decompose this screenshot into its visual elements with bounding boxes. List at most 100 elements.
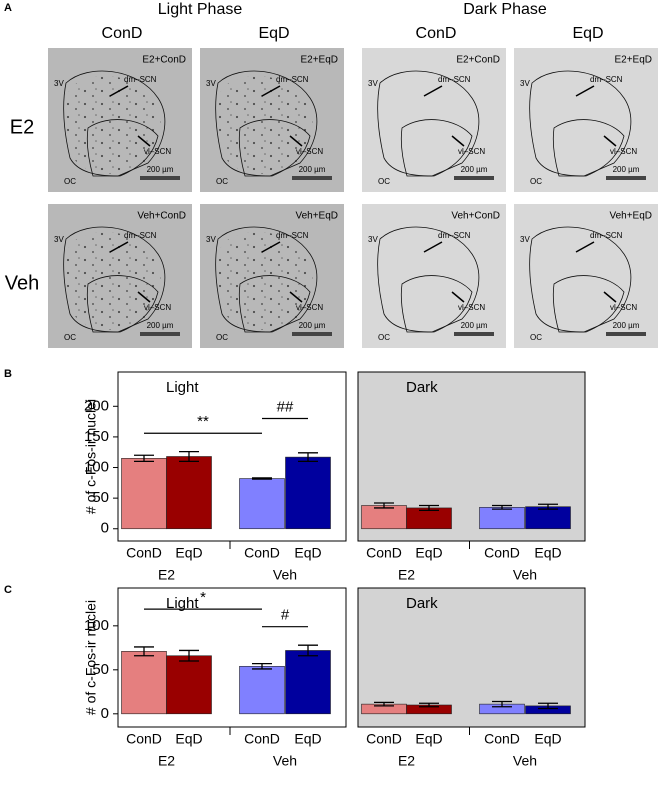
y-axis-label: # of c-Fos-ir nuclei — [83, 600, 99, 715]
error-bar — [298, 644, 318, 657]
row-label: Veh — [5, 272, 39, 294]
column-label: EqD — [572, 25, 603, 42]
scale-bar — [606, 332, 646, 336]
y-tick-label: 0 — [101, 520, 109, 537]
micrograph: E2+ConD 3V dm–SCN vl–SCN OC 200 µm — [362, 48, 506, 192]
error-bar — [538, 702, 558, 710]
dm-scn-label: dm–SCN — [124, 75, 157, 84]
bar — [479, 507, 525, 530]
bar — [406, 507, 452, 530]
x-tick-label: EqD — [294, 545, 321, 561]
image-title: Veh+ConD — [137, 211, 186, 222]
bar — [166, 655, 212, 715]
chiasm-label: OC — [216, 333, 228, 342]
bar — [239, 665, 285, 715]
cell-nuclei — [66, 76, 161, 174]
chiasm-label: OC — [216, 177, 228, 186]
chiasm-label: OC — [530, 177, 542, 186]
x-tick-label: EqD — [294, 731, 321, 747]
ventricle-label: 3V — [206, 79, 216, 88]
vl-scn-label: vl–SCN — [296, 303, 323, 312]
chiasm-label: OC — [64, 177, 76, 186]
dm-arrow — [575, 85, 595, 97]
group-label: E2 — [158, 567, 175, 583]
panel-label: A — [4, 2, 12, 14]
facet-title: Dark — [406, 379, 438, 396]
vl-scn-label: vl–SCN — [144, 147, 171, 156]
vl-arrow — [289, 135, 303, 147]
micrograph: E2+ConD 3V dm–SCN vl–SCN OC 200 µm — [48, 48, 192, 192]
error-bar — [134, 646, 154, 657]
y-tick-label: 100 — [84, 458, 109, 475]
panel-label: C — [4, 584, 12, 596]
error-bar — [179, 649, 199, 662]
scale-label: 200 µm — [461, 165, 488, 174]
x-tick-label: ConD — [484, 731, 520, 747]
significance-label: ## — [277, 399, 294, 416]
bar — [166, 456, 212, 530]
micrograph: Veh+ConD 3V dm–SCN vl–SCN OC 200 µm — [362, 204, 506, 348]
significance-label: # — [281, 607, 290, 624]
facet-title: Light — [166, 595, 199, 612]
chiasm-label: OC — [530, 333, 542, 342]
group-label: Veh — [273, 753, 297, 769]
scale-bar — [454, 176, 494, 180]
scale-bar — [140, 176, 180, 180]
micrograph: Veh+EqD 3V dm–SCN vl–SCN OC 200 µm — [514, 204, 658, 348]
scale-label: 200 µm — [299, 321, 326, 330]
error-bar — [298, 452, 318, 463]
vl-scn-label: vl–SCN — [610, 147, 637, 156]
error-bar — [538, 503, 558, 510]
micrograph: E2+EqD 3V dm–SCN vl–SCN OC 200 µm — [200, 48, 344, 192]
vl-arrow — [137, 135, 151, 147]
ventricle-label: 3V — [54, 235, 64, 244]
x-tick-label: EqD — [534, 731, 561, 747]
dm-scn-label: dm–SCN — [590, 75, 623, 84]
vl-scn-label: vl–SCN — [296, 147, 323, 156]
y-tick-label: 50 — [92, 489, 109, 506]
scale-label: 200 µm — [613, 321, 640, 330]
vl-scn-outline — [400, 119, 473, 177]
chiasm-label: OC — [378, 333, 390, 342]
cell-nuclei — [218, 76, 313, 174]
micrograph: E2+EqD 3V dm–SCN vl–SCN OC 200 µm — [514, 48, 658, 192]
x-tick-label: ConD — [244, 545, 280, 561]
vl-scn-outline — [552, 119, 625, 177]
scn-outline — [63, 70, 166, 177]
bar — [285, 456, 331, 530]
error-bar — [419, 702, 439, 708]
image-title: E2+EqD — [300, 55, 338, 66]
scale-label: 200 µm — [147, 321, 174, 330]
x-tick-label: EqD — [534, 545, 561, 561]
x-tick-label: ConD — [126, 731, 162, 747]
micrograph: Veh+EqD 3V dm–SCN vl–SCN OC 200 µm — [200, 204, 344, 348]
ventricle-label: 3V — [368, 235, 378, 244]
cell-nuclei — [218, 232, 313, 330]
vl-arrow — [603, 291, 617, 303]
scale-label: 200 µm — [299, 165, 326, 174]
error-bar — [419, 504, 439, 512]
image-title: Veh+ConD — [451, 211, 500, 222]
scn-outline — [529, 226, 632, 333]
y-axis-label: # of c-Fos-ir nuclei — [83, 399, 99, 514]
dm-arrow — [575, 241, 595, 253]
bar — [361, 505, 407, 530]
x-tick-label: ConD — [366, 545, 402, 561]
vl-arrow — [137, 291, 151, 303]
dm-scn-label: dm–SCN — [438, 231, 471, 240]
dm-arrow — [109, 241, 129, 253]
image-title: Veh+EqD — [609, 211, 652, 222]
ventricle-label: 3V — [54, 79, 64, 88]
group-label: E2 — [398, 567, 415, 583]
error-bar — [252, 477, 272, 480]
bar — [121, 458, 167, 530]
scale-label: 200 µm — [147, 165, 174, 174]
dm-scn-label: dm–SCN — [438, 75, 471, 84]
column-label: ConD — [416, 25, 457, 42]
x-tick-label: ConD — [126, 545, 162, 561]
x-tick-label: EqD — [415, 545, 442, 561]
x-tick-label: ConD — [244, 731, 280, 747]
vl-scn-label: vl–SCN — [144, 303, 171, 312]
dm-scn-label: dm–SCN — [590, 231, 623, 240]
ventricle-label: 3V — [368, 79, 378, 88]
